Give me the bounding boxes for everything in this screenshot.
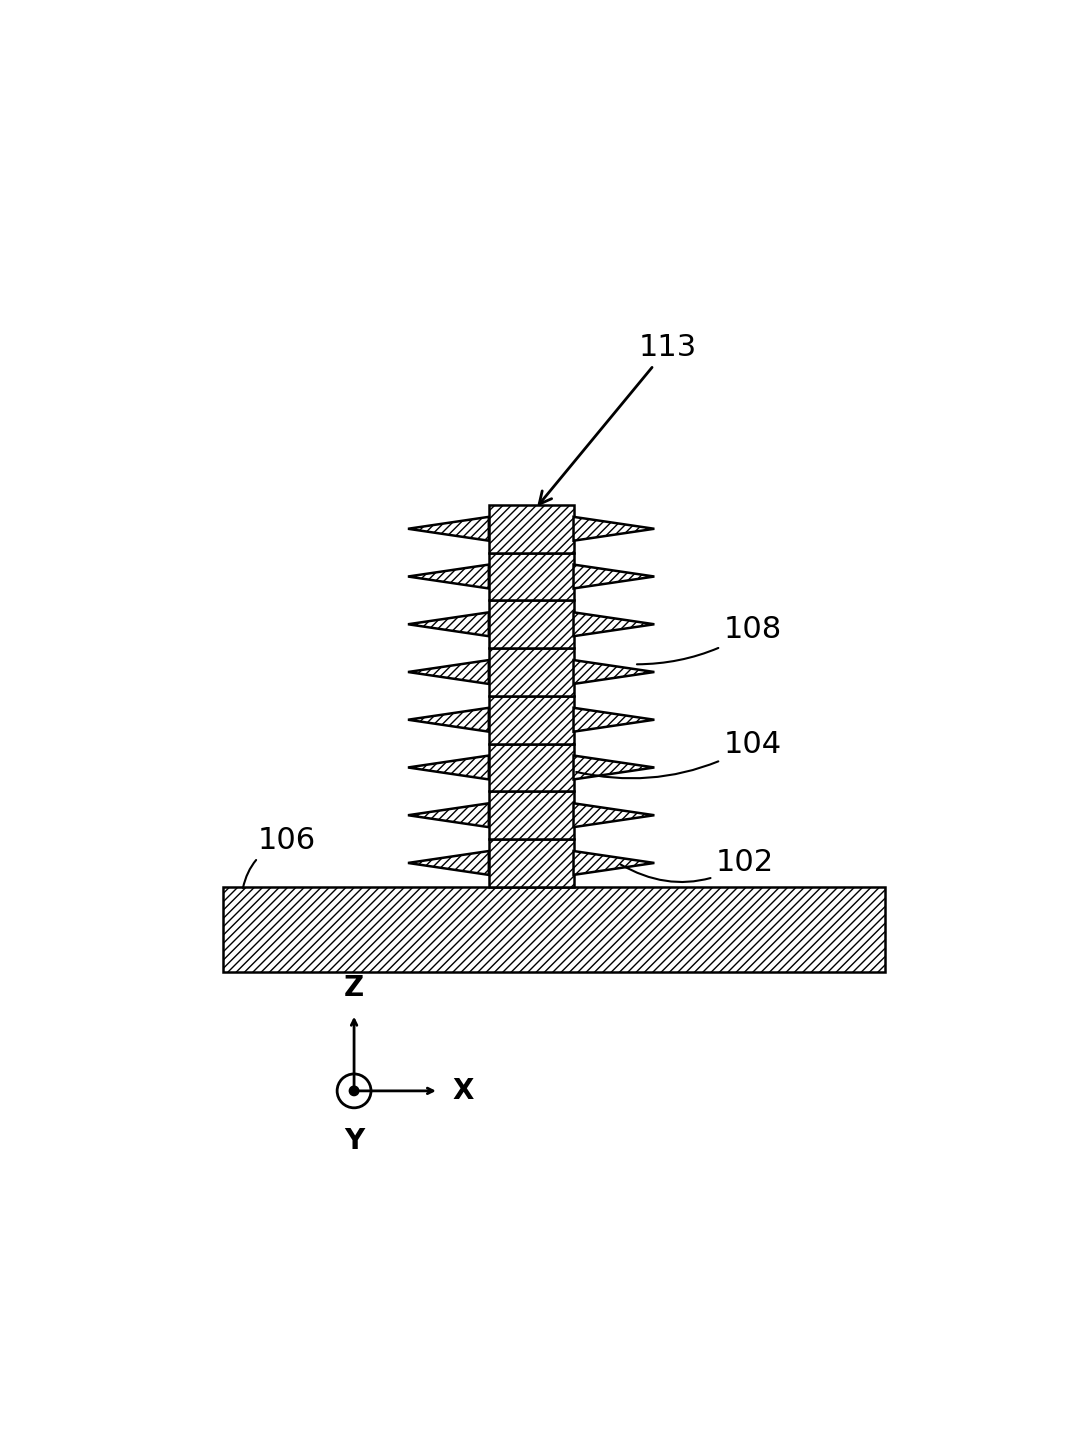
Text: X: X <box>453 1077 473 1105</box>
Polygon shape <box>573 708 655 731</box>
Polygon shape <box>573 756 655 780</box>
Polygon shape <box>489 647 573 696</box>
Polygon shape <box>489 792 573 839</box>
Polygon shape <box>408 851 489 875</box>
Polygon shape <box>408 613 489 636</box>
Polygon shape <box>408 565 489 588</box>
Polygon shape <box>408 516 489 541</box>
Polygon shape <box>408 708 489 731</box>
Polygon shape <box>489 744 573 792</box>
Text: 104: 104 <box>577 730 782 779</box>
Polygon shape <box>573 565 655 588</box>
Polygon shape <box>408 660 489 684</box>
Text: Z: Z <box>344 975 364 1002</box>
Polygon shape <box>408 803 489 828</box>
Polygon shape <box>573 516 655 541</box>
Polygon shape <box>573 613 655 636</box>
Text: 113: 113 <box>539 333 697 505</box>
Polygon shape <box>489 505 573 552</box>
Polygon shape <box>489 839 573 887</box>
Polygon shape <box>489 696 573 744</box>
Polygon shape <box>489 600 573 647</box>
Polygon shape <box>573 803 655 828</box>
Text: Y: Y <box>344 1128 364 1155</box>
Polygon shape <box>408 756 489 780</box>
Circle shape <box>350 1086 358 1096</box>
Polygon shape <box>573 660 655 684</box>
Text: 106: 106 <box>243 826 316 888</box>
Bar <box>223 887 885 972</box>
Text: 108: 108 <box>636 616 782 665</box>
Polygon shape <box>573 851 655 875</box>
Text: 102: 102 <box>620 848 774 883</box>
Polygon shape <box>489 552 573 600</box>
